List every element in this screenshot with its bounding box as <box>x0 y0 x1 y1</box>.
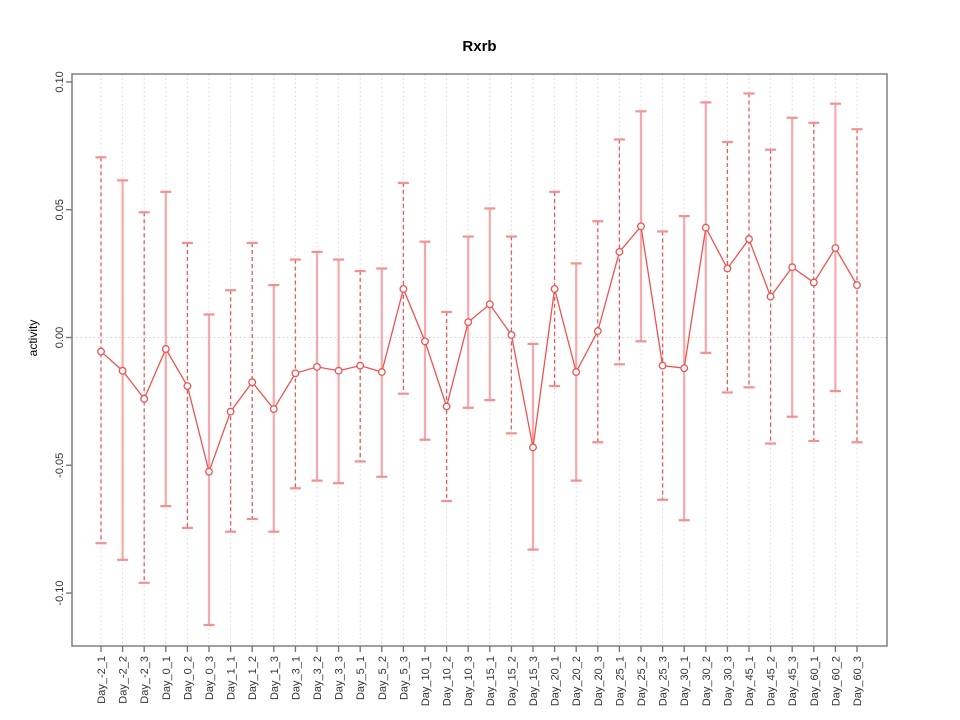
data-point-marker <box>853 281 861 290</box>
data-point-marker <box>723 264 732 273</box>
data-point-marker <box>226 407 235 416</box>
x-axis-label: Day_10_1 <box>420 656 432 706</box>
x-axis-label: Day_45_1 <box>744 656 756 706</box>
data-point-marker <box>334 366 343 375</box>
data-point-marker <box>97 347 105 356</box>
plot-frame <box>71 73 888 647</box>
x-axis-label: Day_5_1 <box>355 656 367 700</box>
data-point-marker <box>572 368 581 376</box>
x-axis-label: Day_1_3 <box>269 656 281 700</box>
data-point-marker <box>377 368 386 376</box>
data-point-marker <box>507 330 516 339</box>
data-point-marker <box>161 345 170 353</box>
x-axis-label: Day_3_2 <box>312 656 324 700</box>
data-point-marker <box>485 300 494 309</box>
x-axis-label: Day_45_2 <box>766 656 778 706</box>
x-axis-label: Day_1_1 <box>226 656 238 700</box>
data-point-marker <box>464 318 473 327</box>
x-axis-label: Day_0_3 <box>204 656 216 700</box>
x-axis-label: Day_5_2 <box>377 656 389 700</box>
y-axis-label: 0.05 <box>54 199 66 220</box>
x-axis-label: Day_30_1 <box>679 656 691 706</box>
series-line <box>100 224 858 474</box>
data-point-marker <box>313 362 321 371</box>
data-point-marker <box>529 443 537 452</box>
x-axis-label: Day_10_3 <box>463 656 475 706</box>
x-axis-label: Day_30_3 <box>722 656 734 706</box>
x-axis-label: Day_3_3 <box>334 656 346 700</box>
y-axis-label: -0.05 <box>54 453 66 478</box>
x-axis-label: Day_-2_2 <box>118 656 130 704</box>
data-point-marker <box>680 364 689 373</box>
x-axis-label: Day_25_3 <box>658 656 670 706</box>
y-axis-label: 0.00 <box>54 327 66 348</box>
x-axis-label: Day_30_2 <box>701 656 713 706</box>
x-axis-label: Day_0_1 <box>161 656 173 700</box>
data-point-marker <box>183 382 192 391</box>
x-axis-label: Day_20_1 <box>550 656 562 706</box>
data-point-marker <box>140 394 149 403</box>
x-axis-label: Day_15_2 <box>506 656 518 706</box>
x-axis-label: Day_-2_3 <box>139 656 151 704</box>
data-point-marker <box>615 247 624 256</box>
data-point-marker <box>205 467 213 476</box>
data-point-marker <box>658 361 667 370</box>
data-point-marker <box>831 244 840 253</box>
data-point-marker <box>766 292 775 301</box>
data-point-marker <box>745 235 753 244</box>
data-point-marker <box>291 369 300 378</box>
data-point-marker <box>809 278 818 287</box>
data-point-marker <box>637 222 645 231</box>
data-point-marker <box>356 361 365 370</box>
x-axis-label: Day_45_3 <box>787 656 799 706</box>
x-axis-label: Day_60_1 <box>809 656 821 706</box>
x-axis-label: Day_-2_1 <box>96 656 108 704</box>
data-point-marker <box>788 263 797 272</box>
data-point-marker <box>269 405 278 414</box>
data-point-marker <box>118 366 127 375</box>
data-point-marker <box>421 337 429 346</box>
x-axis-label: Day_1_2 <box>247 656 259 700</box>
x-axis-label: Day_5_3 <box>398 656 410 700</box>
data-point-marker <box>593 327 602 336</box>
data-point-marker <box>248 378 257 387</box>
x-axis-label: Day_15_3 <box>528 656 540 706</box>
data-point-marker <box>442 402 451 411</box>
chart-title: Rxrb <box>462 38 497 55</box>
data-point-marker <box>550 284 559 293</box>
x-axis-label: Day_60_2 <box>830 656 842 706</box>
x-axis-label: Day_20_2 <box>571 656 583 706</box>
x-axis-label: Day_25_2 <box>636 656 648 706</box>
data-point-marker <box>399 284 408 293</box>
x-axis-label: Day_15_1 <box>485 656 497 706</box>
x-axis-label: Day_0_2 <box>182 656 194 700</box>
y-axis-label: -0.10 <box>54 581 66 606</box>
x-axis-label: Day_60_3 <box>852 656 864 706</box>
x-axis-label: Day_10_2 <box>442 656 454 706</box>
x-axis-label: Day_25_1 <box>614 656 626 706</box>
x-axis-label: Day_3_1 <box>290 656 302 700</box>
x-axis-label: Day_20_3 <box>593 656 605 706</box>
y-axis-label: 0.10 <box>54 71 66 92</box>
data-point-marker <box>701 223 710 232</box>
